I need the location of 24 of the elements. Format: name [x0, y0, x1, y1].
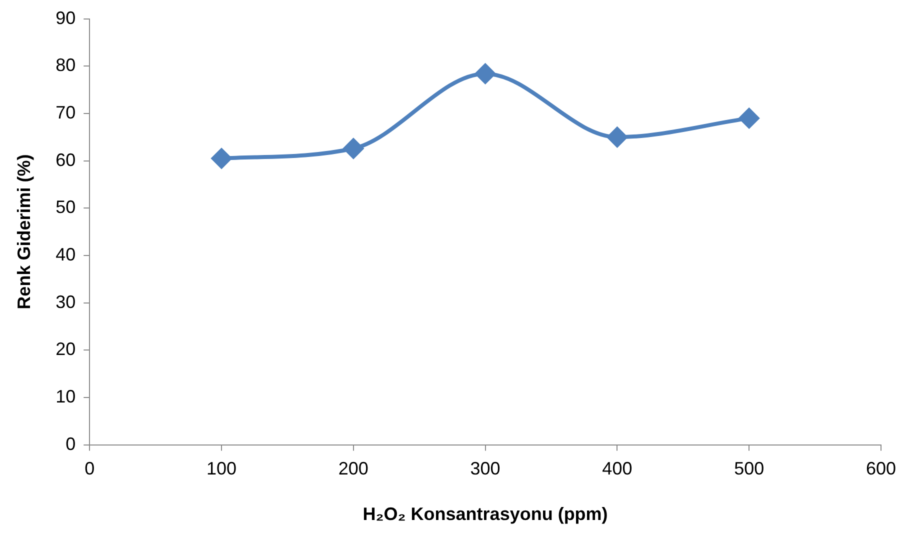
y-tick-label: 60	[56, 150, 76, 170]
x-tick-label: 400	[602, 458, 632, 479]
y-axis-title: Renk Giderimi (%)	[14, 154, 34, 310]
y-tick-label: 20	[56, 339, 76, 360]
x-tick-label: 200	[338, 458, 368, 479]
y-tick-label: 70	[56, 102, 76, 122]
y-tick-label: 90	[56, 8, 76, 28]
y-tick-label: 40	[56, 244, 76, 264]
point	[607, 127, 628, 148]
point	[212, 148, 232, 168]
y-tick-label: 30	[56, 292, 76, 312]
y-tick-label: 0	[66, 434, 76, 454]
x-tick-label: 600	[866, 458, 896, 479]
x-tick-label: 0	[84, 458, 95, 479]
x-tick-label: 100	[206, 458, 237, 479]
x-axis-title: H₂O₂ Konsantrasyonu (ppm)	[362, 504, 608, 524]
x-tick-label: 300	[470, 458, 500, 479]
point	[343, 138, 364, 158]
y-tick-label: 80	[56, 55, 76, 76]
x-tick-label: 500	[734, 458, 764, 479]
y-tick-label: 10	[56, 386, 76, 406]
point	[739, 108, 760, 128]
point	[475, 64, 496, 84]
y-tick-label: 50	[56, 197, 76, 218]
